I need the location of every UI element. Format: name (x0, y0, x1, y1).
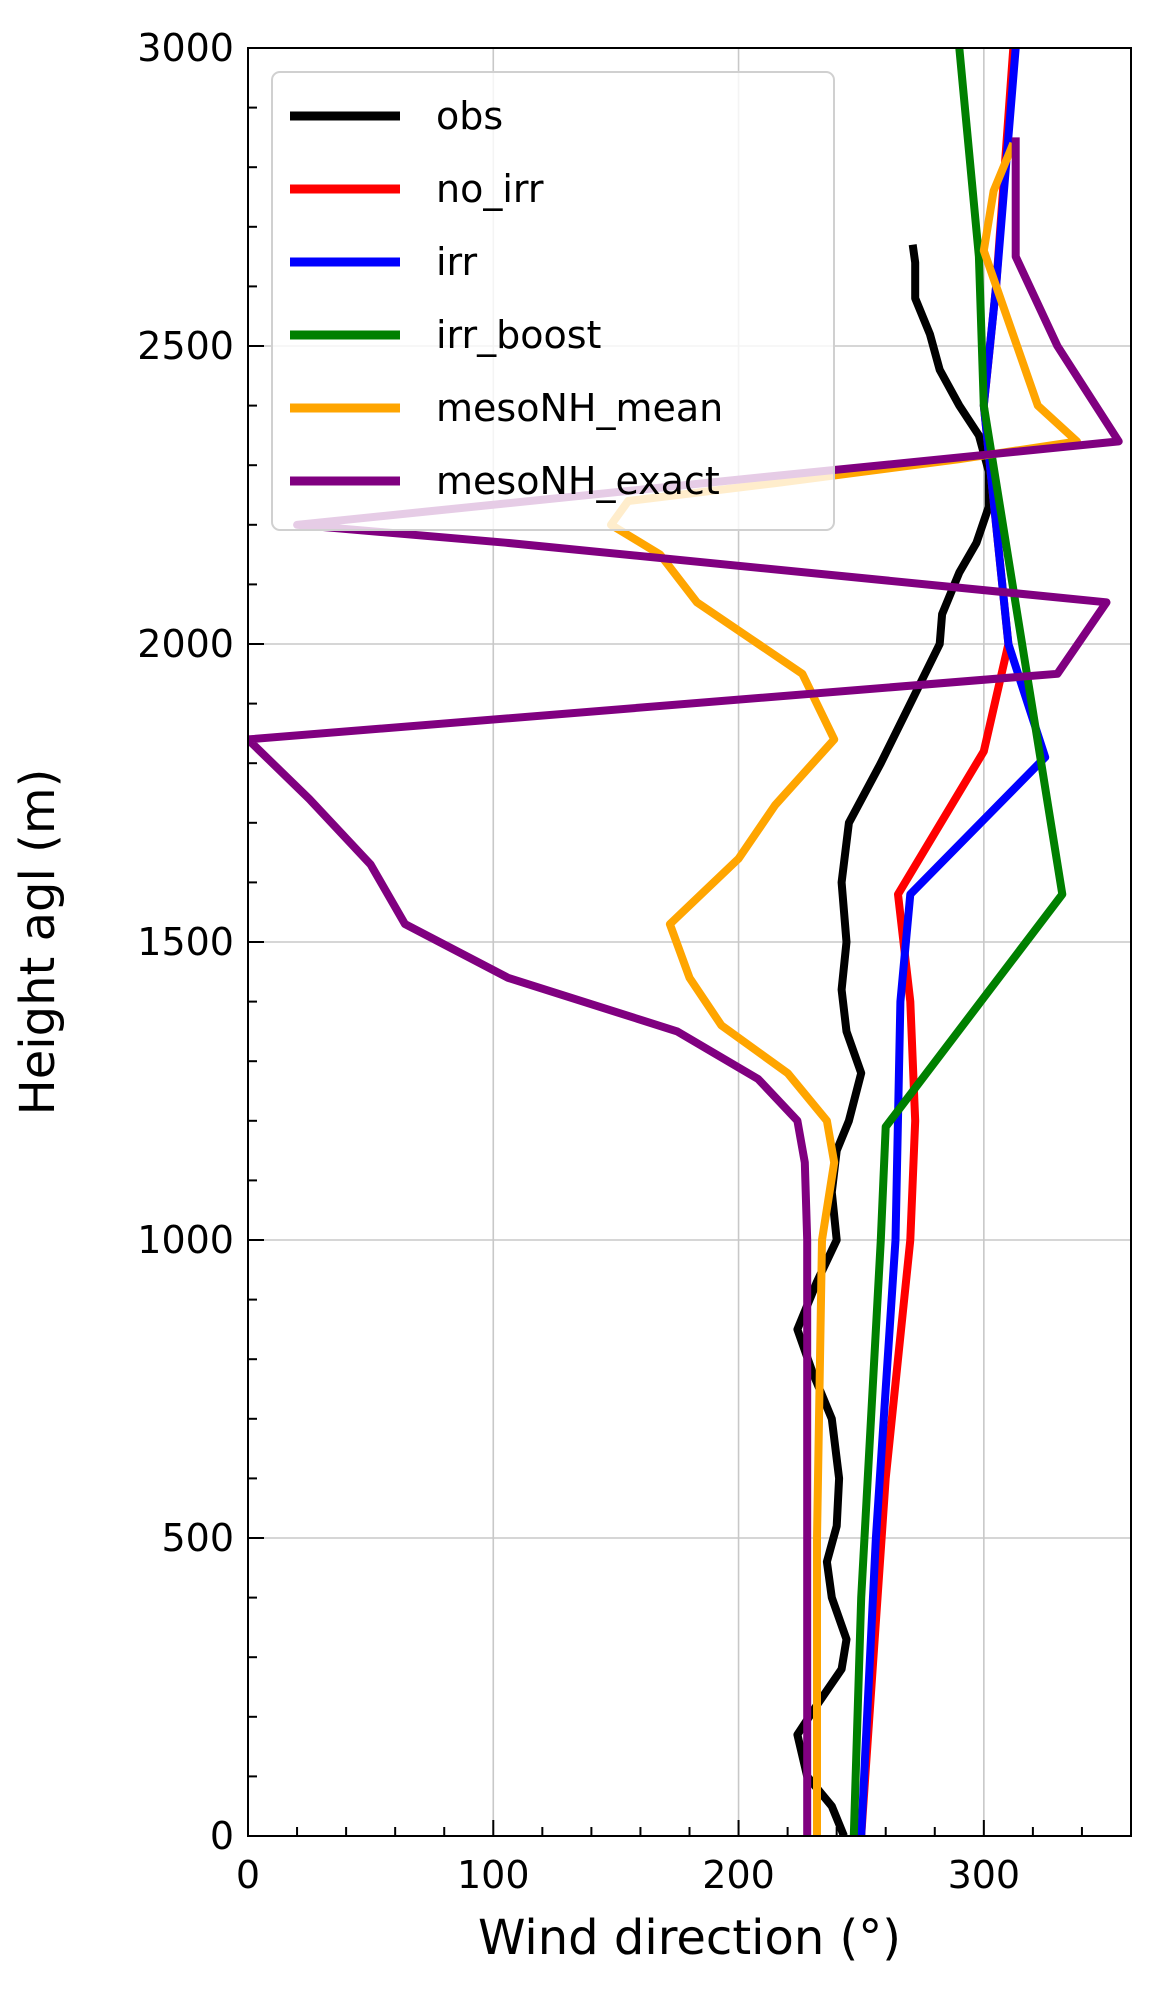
x-tick-label: 0 (236, 1853, 260, 1897)
y-axis-title: Height agl (m) (10, 769, 66, 1116)
y-tick-label: 3000 (137, 26, 234, 70)
y-tick-label: 0 (210, 1814, 234, 1858)
y-tick-label: 1000 (137, 1218, 234, 1262)
legend-label-mesoNH_exact: mesoNH_exact (436, 459, 720, 503)
y-tick-label: 1500 (137, 920, 234, 964)
y-tick-label: 2000 (137, 622, 234, 666)
legend-label-mesoNH_mean: mesoNH_mean (436, 386, 723, 430)
series-line-irr (857, 48, 1050, 1836)
series-line-mesoNH_exact (248, 137, 1123, 1836)
y-tick-label: 500 (161, 1516, 234, 1560)
legend-label-no_irr: no_irr (436, 167, 544, 211)
x-tick-label: 300 (948, 1853, 1021, 1897)
series-line-mesoNH_mean (607, 141, 1081, 1836)
legend-box (271, 71, 835, 531)
legend-label-irr_boost: irr_boost (436, 313, 601, 357)
x-tick-label: 200 (702, 1853, 775, 1897)
series-line-irr_boost (849, 48, 1067, 1836)
y-tick-label: 2500 (137, 324, 234, 368)
legend-label-obs: obs (436, 94, 503, 138)
legend-label-irr: irr (436, 240, 478, 284)
x-tick-label: 100 (457, 1853, 530, 1897)
series-layer (248, 48, 1123, 1836)
x-axis-title: Wind direction (°) (478, 1910, 901, 1966)
